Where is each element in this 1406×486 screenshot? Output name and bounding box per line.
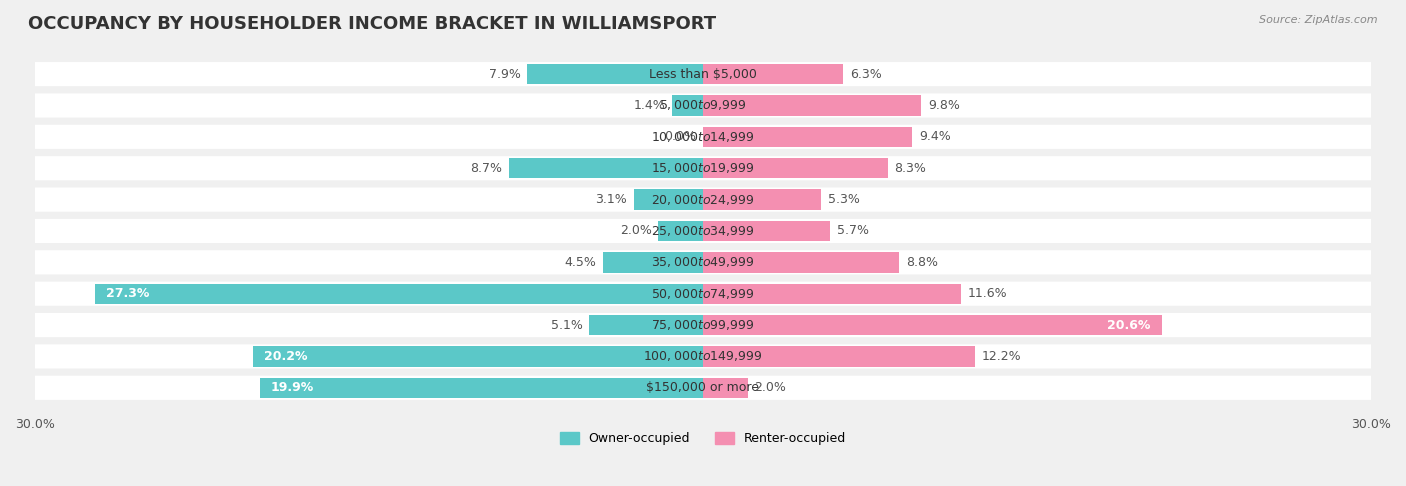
Text: $25,000 to $34,999: $25,000 to $34,999 — [651, 224, 755, 238]
Text: $100,000 to $149,999: $100,000 to $149,999 — [644, 349, 762, 364]
Text: 8.3%: 8.3% — [894, 162, 927, 175]
Bar — [703, 190, 821, 210]
Text: 5.7%: 5.7% — [837, 225, 869, 238]
Text: $75,000 to $99,999: $75,000 to $99,999 — [651, 318, 755, 332]
Text: $50,000 to $74,999: $50,000 to $74,999 — [651, 287, 755, 301]
Text: 11.6%: 11.6% — [967, 287, 1008, 300]
Bar — [703, 283, 962, 304]
FancyBboxPatch shape — [35, 376, 1371, 400]
Bar — [703, 315, 1161, 335]
Text: 4.5%: 4.5% — [564, 256, 596, 269]
Bar — [603, 252, 703, 273]
Text: Less than $5,000: Less than $5,000 — [650, 68, 756, 81]
Text: 9.4%: 9.4% — [920, 130, 950, 143]
FancyBboxPatch shape — [35, 281, 1371, 306]
Bar — [260, 378, 703, 398]
Bar — [703, 346, 974, 366]
Text: 1.4%: 1.4% — [633, 99, 665, 112]
Text: OCCUPANCY BY HOUSEHOLDER INCOME BRACKET IN WILLIAMSPORT: OCCUPANCY BY HOUSEHOLDER INCOME BRACKET … — [28, 15, 716, 33]
Text: 12.2%: 12.2% — [981, 350, 1021, 363]
Text: $150,000 or more: $150,000 or more — [647, 382, 759, 394]
Text: $5,000 to $9,999: $5,000 to $9,999 — [659, 99, 747, 112]
Text: $15,000 to $19,999: $15,000 to $19,999 — [651, 161, 755, 175]
Text: 20.6%: 20.6% — [1108, 318, 1150, 331]
Bar — [703, 158, 887, 178]
Text: $20,000 to $24,999: $20,000 to $24,999 — [651, 192, 755, 207]
Bar — [703, 64, 844, 84]
Text: 20.2%: 20.2% — [264, 350, 308, 363]
Bar — [96, 283, 703, 304]
FancyBboxPatch shape — [35, 93, 1371, 118]
Text: 5.1%: 5.1% — [551, 318, 582, 331]
FancyBboxPatch shape — [35, 313, 1371, 337]
Bar — [589, 315, 703, 335]
Bar — [703, 378, 748, 398]
Text: 2.0%: 2.0% — [620, 225, 652, 238]
Bar — [634, 190, 703, 210]
Text: Source: ZipAtlas.com: Source: ZipAtlas.com — [1260, 15, 1378, 25]
FancyBboxPatch shape — [35, 62, 1371, 86]
Text: 19.9%: 19.9% — [271, 382, 314, 394]
Text: 5.3%: 5.3% — [828, 193, 859, 206]
Text: 8.8%: 8.8% — [905, 256, 938, 269]
Bar — [703, 95, 921, 116]
Text: 9.8%: 9.8% — [928, 99, 960, 112]
Text: 27.3%: 27.3% — [107, 287, 149, 300]
Bar — [527, 64, 703, 84]
FancyBboxPatch shape — [35, 250, 1371, 275]
Legend: Owner-occupied, Renter-occupied: Owner-occupied, Renter-occupied — [555, 427, 851, 451]
Text: 2.0%: 2.0% — [754, 382, 786, 394]
Text: 7.9%: 7.9% — [488, 68, 520, 81]
Text: 6.3%: 6.3% — [851, 68, 882, 81]
FancyBboxPatch shape — [35, 125, 1371, 149]
Text: 0.0%: 0.0% — [664, 130, 696, 143]
Text: $10,000 to $14,999: $10,000 to $14,999 — [651, 130, 755, 144]
Text: $35,000 to $49,999: $35,000 to $49,999 — [651, 255, 755, 269]
Bar — [509, 158, 703, 178]
FancyBboxPatch shape — [35, 188, 1371, 212]
Text: 8.7%: 8.7% — [471, 162, 502, 175]
FancyBboxPatch shape — [35, 345, 1371, 368]
FancyBboxPatch shape — [35, 219, 1371, 243]
Bar — [703, 127, 912, 147]
Bar — [703, 221, 830, 241]
Text: 3.1%: 3.1% — [596, 193, 627, 206]
Bar — [672, 95, 703, 116]
Bar — [658, 221, 703, 241]
Bar — [703, 252, 898, 273]
FancyBboxPatch shape — [35, 156, 1371, 180]
Bar — [253, 346, 703, 366]
